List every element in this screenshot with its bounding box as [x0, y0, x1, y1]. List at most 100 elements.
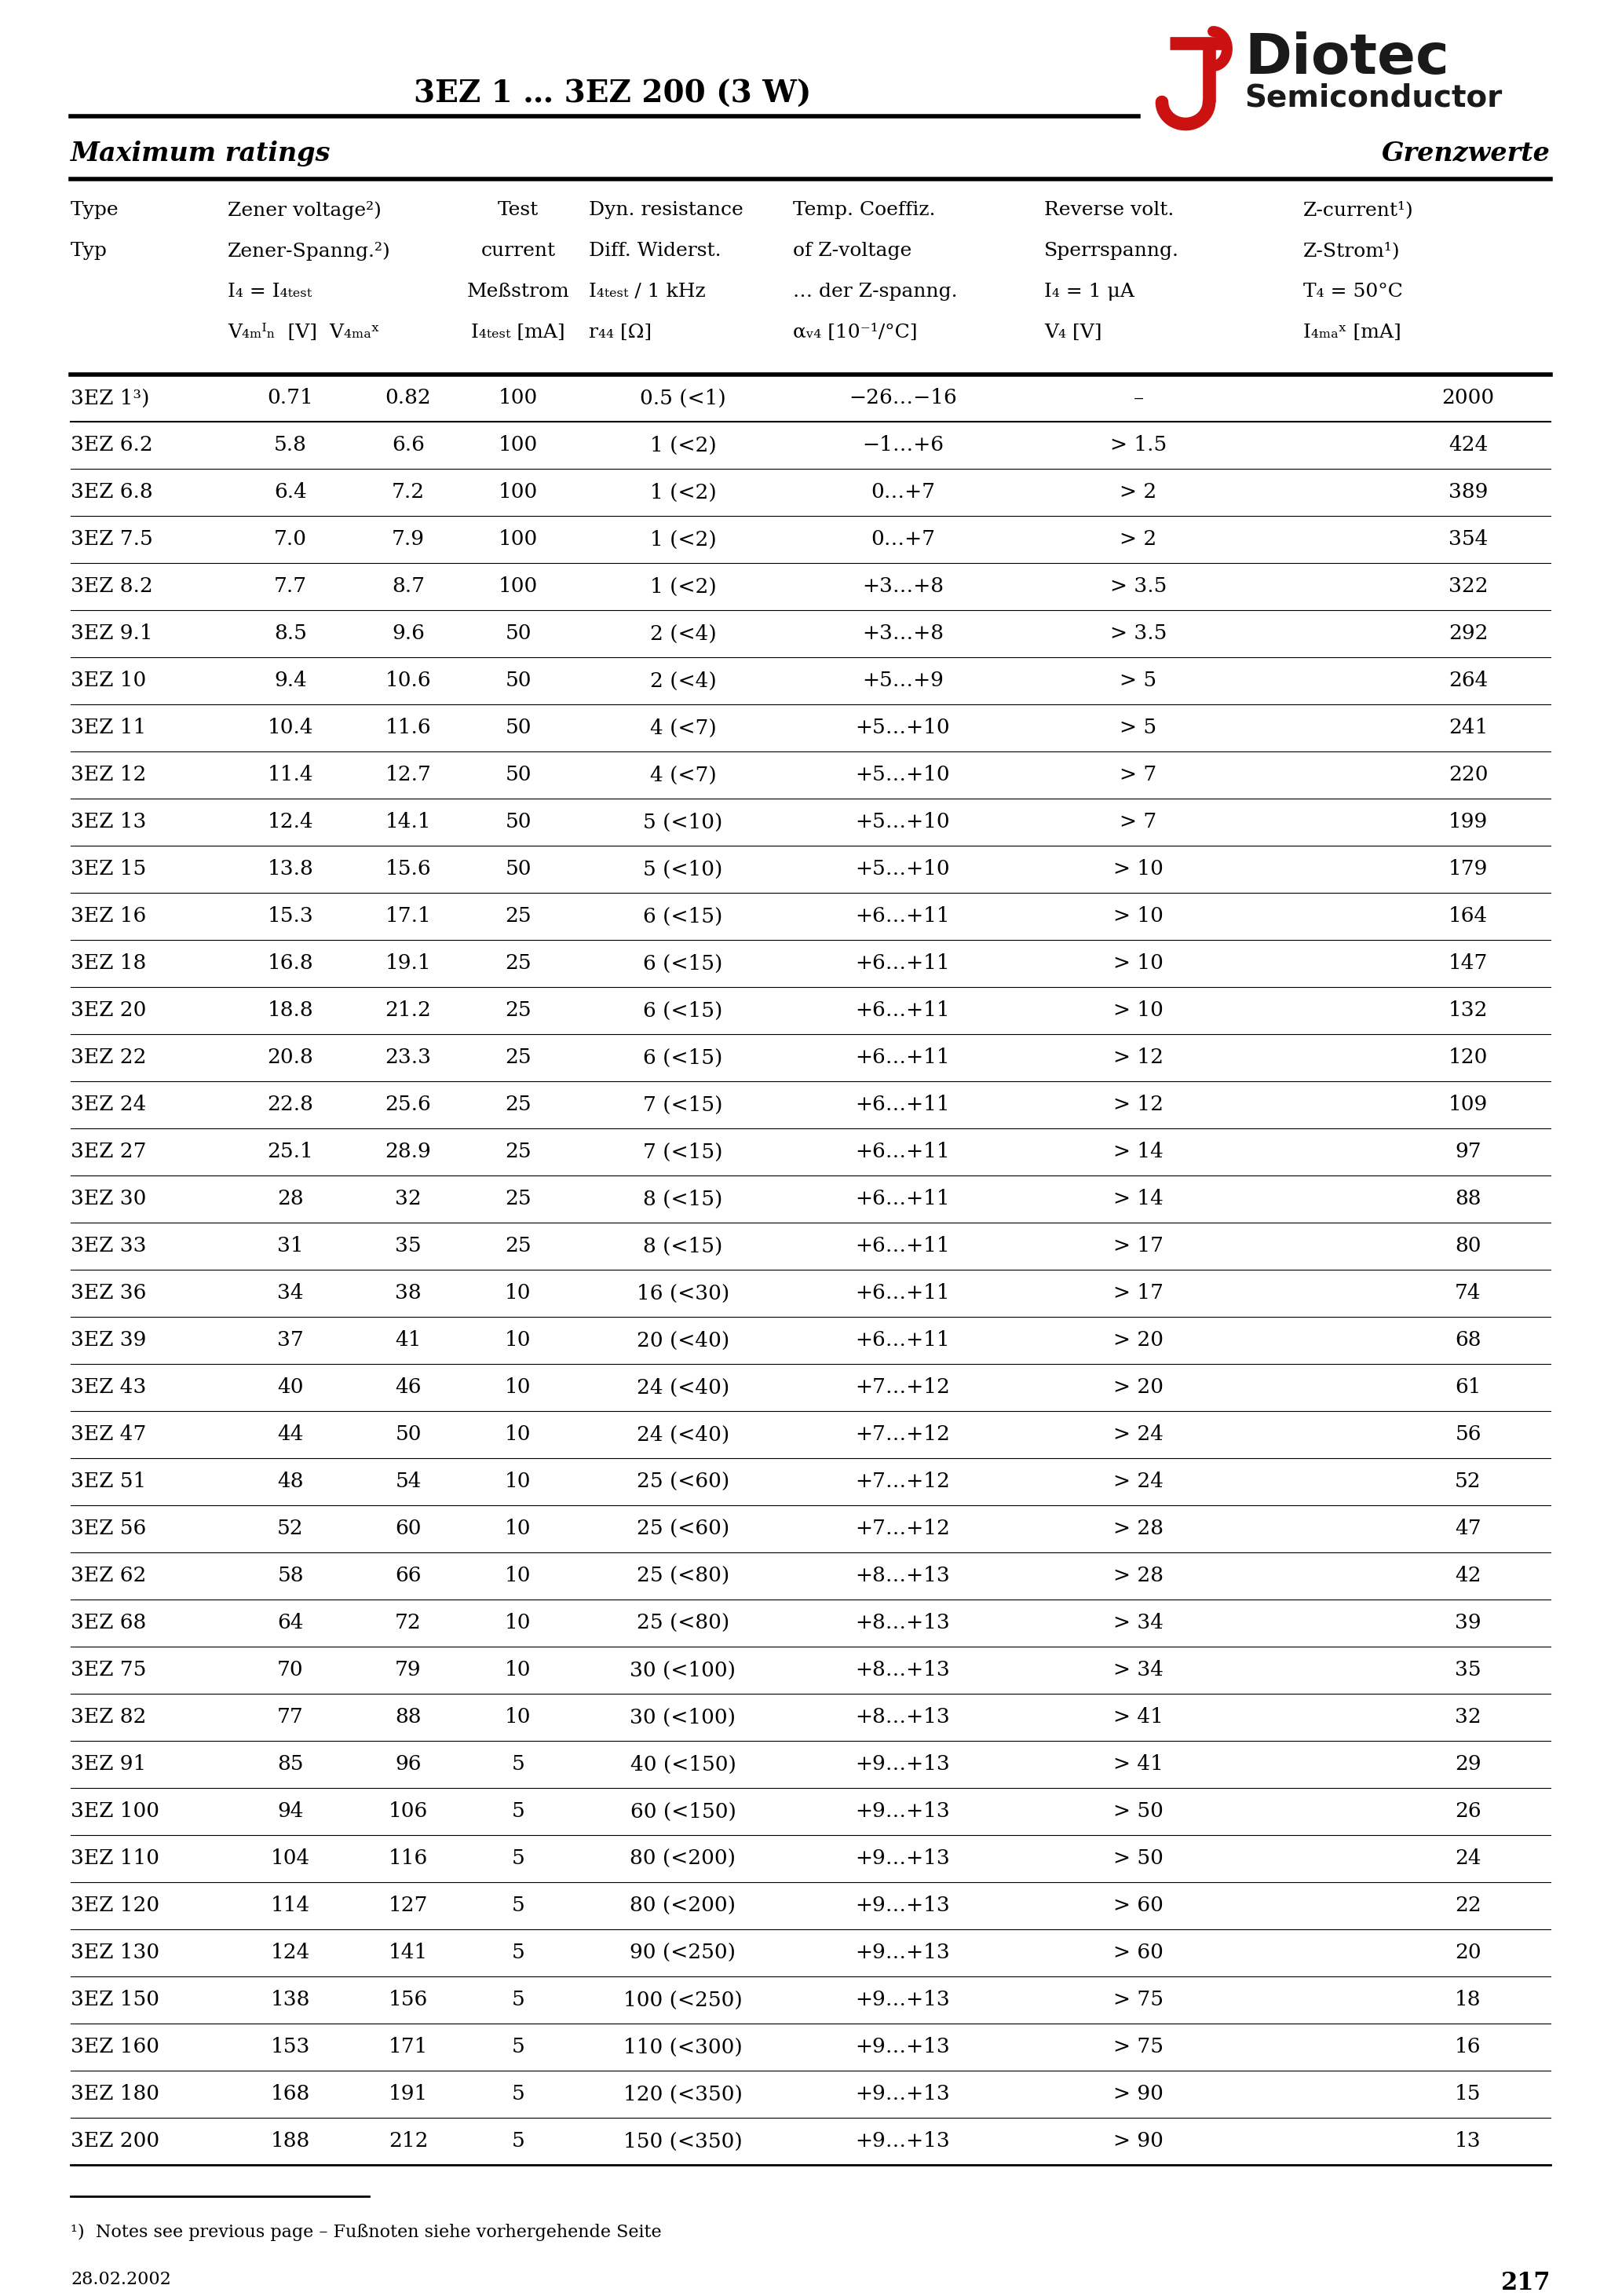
Text: 127: 127: [388, 1896, 428, 1915]
Text: 13: 13: [1455, 2131, 1481, 2151]
Text: 3EZ 47: 3EZ 47: [71, 1426, 146, 1444]
Text: +9…+13: +9…+13: [855, 2037, 950, 2057]
Text: 5 (<10): 5 (<10): [644, 859, 723, 879]
Text: 58: 58: [277, 1566, 303, 1587]
Text: Zener voltage²): Zener voltage²): [227, 202, 381, 220]
Text: 3EZ 7.5: 3EZ 7.5: [71, 530, 152, 549]
Text: 42: 42: [1455, 1566, 1481, 1587]
Text: 44: 44: [277, 1426, 303, 1444]
Text: 3EZ 22: 3EZ 22: [71, 1047, 146, 1068]
Text: 3EZ 51: 3EZ 51: [71, 1472, 146, 1492]
Text: 0.5 (<1): 0.5 (<1): [641, 388, 727, 409]
Text: 25 (<60): 25 (<60): [636, 1472, 730, 1492]
Text: 28.02.2002: 28.02.2002: [71, 2271, 170, 2289]
Text: 64: 64: [277, 1614, 303, 1632]
Text: 20 (<40): 20 (<40): [636, 1332, 730, 1350]
Text: Semiconductor: Semiconductor: [1244, 83, 1502, 113]
Text: > 3.5: > 3.5: [1109, 576, 1166, 597]
Text: > 90: > 90: [1113, 2131, 1163, 2151]
Text: 0…+7: 0…+7: [871, 482, 934, 503]
Text: Test: Test: [498, 202, 539, 218]
Text: > 75: > 75: [1113, 2037, 1163, 2057]
Text: 35: 35: [396, 1235, 422, 1256]
Text: 35: 35: [1455, 1660, 1481, 1681]
Text: I₄ = 1 μA: I₄ = 1 μA: [1045, 282, 1134, 301]
Text: 12.7: 12.7: [384, 765, 431, 785]
Text: 7.7: 7.7: [274, 576, 307, 597]
Text: 52: 52: [277, 1520, 303, 1538]
Text: 3EZ 62: 3EZ 62: [71, 1566, 146, 1587]
Text: > 5: > 5: [1119, 670, 1156, 691]
Text: 26: 26: [1455, 1802, 1481, 1821]
Text: 41: 41: [396, 1332, 422, 1350]
Text: +7…+12: +7…+12: [855, 1520, 950, 1538]
Text: 164: 164: [1448, 907, 1487, 925]
Text: 10: 10: [504, 1566, 532, 1587]
Text: 34: 34: [277, 1283, 303, 1304]
Text: … der Z-spanng.: … der Z-spanng.: [793, 282, 957, 301]
Text: 138: 138: [271, 1991, 310, 2009]
Text: 1 (<2): 1 (<2): [650, 436, 717, 455]
Text: +6…+11: +6…+11: [855, 1141, 950, 1162]
Text: 29: 29: [1455, 1754, 1481, 1775]
Text: 179: 179: [1448, 859, 1487, 879]
Text: 114: 114: [271, 1896, 310, 1915]
Text: > 20: > 20: [1113, 1378, 1163, 1398]
Text: > 90: > 90: [1113, 2085, 1163, 2103]
Text: > 2: > 2: [1119, 530, 1156, 549]
Text: Typ: Typ: [71, 241, 107, 259]
Text: +7…+12: +7…+12: [855, 1472, 950, 1492]
Text: 10: 10: [504, 1426, 532, 1444]
Text: +6…+11: +6…+11: [855, 1332, 950, 1350]
Text: > 12: > 12: [1113, 1095, 1163, 1114]
Text: 3EZ 13: 3EZ 13: [71, 813, 146, 831]
Text: Temp. Coeffiz.: Temp. Coeffiz.: [793, 202, 936, 218]
Text: 32: 32: [396, 1189, 422, 1210]
Text: I₄ₜₑₛₜ / 1 kHz: I₄ₜₑₛₜ / 1 kHz: [589, 282, 706, 301]
Text: −26…−16: −26…−16: [848, 388, 957, 409]
Text: > 28: > 28: [1113, 1566, 1163, 1587]
Text: +3…+8: +3…+8: [861, 625, 944, 643]
Text: 97: 97: [1455, 1141, 1481, 1162]
Text: 7.2: 7.2: [391, 482, 425, 503]
Text: 3EZ 9.1: 3EZ 9.1: [71, 625, 152, 643]
Text: 66: 66: [396, 1566, 422, 1587]
Text: 2 (<4): 2 (<4): [650, 625, 717, 643]
Text: 25: 25: [504, 1047, 532, 1068]
Text: 389: 389: [1448, 482, 1487, 503]
Text: 74: 74: [1455, 1283, 1481, 1304]
Text: > 24: > 24: [1113, 1426, 1163, 1444]
Text: 21.2: 21.2: [384, 1001, 431, 1019]
Text: Zener-Spanng.²): Zener-Spanng.²): [227, 241, 391, 262]
Text: 212: 212: [388, 2131, 428, 2151]
Text: +6…+11: +6…+11: [855, 1189, 950, 1210]
Text: > 41: > 41: [1113, 1708, 1163, 1727]
Text: 24 (<40): 24 (<40): [636, 1426, 730, 1444]
Text: +9…+13: +9…+13: [855, 2131, 950, 2151]
Text: 1 (<2): 1 (<2): [650, 530, 717, 549]
Text: +3…+8: +3…+8: [861, 576, 944, 597]
Text: 217: 217: [1500, 2271, 1551, 2296]
Text: > 24: > 24: [1113, 1472, 1163, 1492]
Text: Reverse volt.: Reverse volt.: [1045, 202, 1174, 218]
Text: 100: 100: [498, 388, 539, 409]
Text: Dyn. resistance: Dyn. resistance: [589, 202, 743, 218]
Text: > 60: > 60: [1113, 1942, 1163, 1963]
Text: V₄ₘᴵₙ  [V]  V₄ₘₐˣ: V₄ₘᴵₙ [V] V₄ₘₐˣ: [227, 324, 380, 342]
Text: 2000: 2000: [1442, 388, 1494, 409]
Text: 85: 85: [277, 1754, 303, 1775]
Text: 79: 79: [396, 1660, 422, 1681]
Text: > 41: > 41: [1113, 1754, 1163, 1775]
Text: > 14: > 14: [1113, 1141, 1163, 1162]
Text: 9.6: 9.6: [393, 625, 425, 643]
Text: 77: 77: [277, 1708, 303, 1727]
Text: +8…+13: +8…+13: [855, 1614, 950, 1632]
Text: 3EZ 110: 3EZ 110: [71, 1848, 159, 1869]
Text: 3EZ 75: 3EZ 75: [71, 1660, 146, 1681]
Text: +6…+11: +6…+11: [855, 953, 950, 974]
Text: +5…+10: +5…+10: [855, 765, 950, 785]
Text: 80 (<200): 80 (<200): [629, 1848, 736, 1869]
Text: 7 (<15): 7 (<15): [644, 1095, 723, 1114]
Text: +8…+13: +8…+13: [855, 1660, 950, 1681]
Text: 22: 22: [1455, 1896, 1481, 1915]
